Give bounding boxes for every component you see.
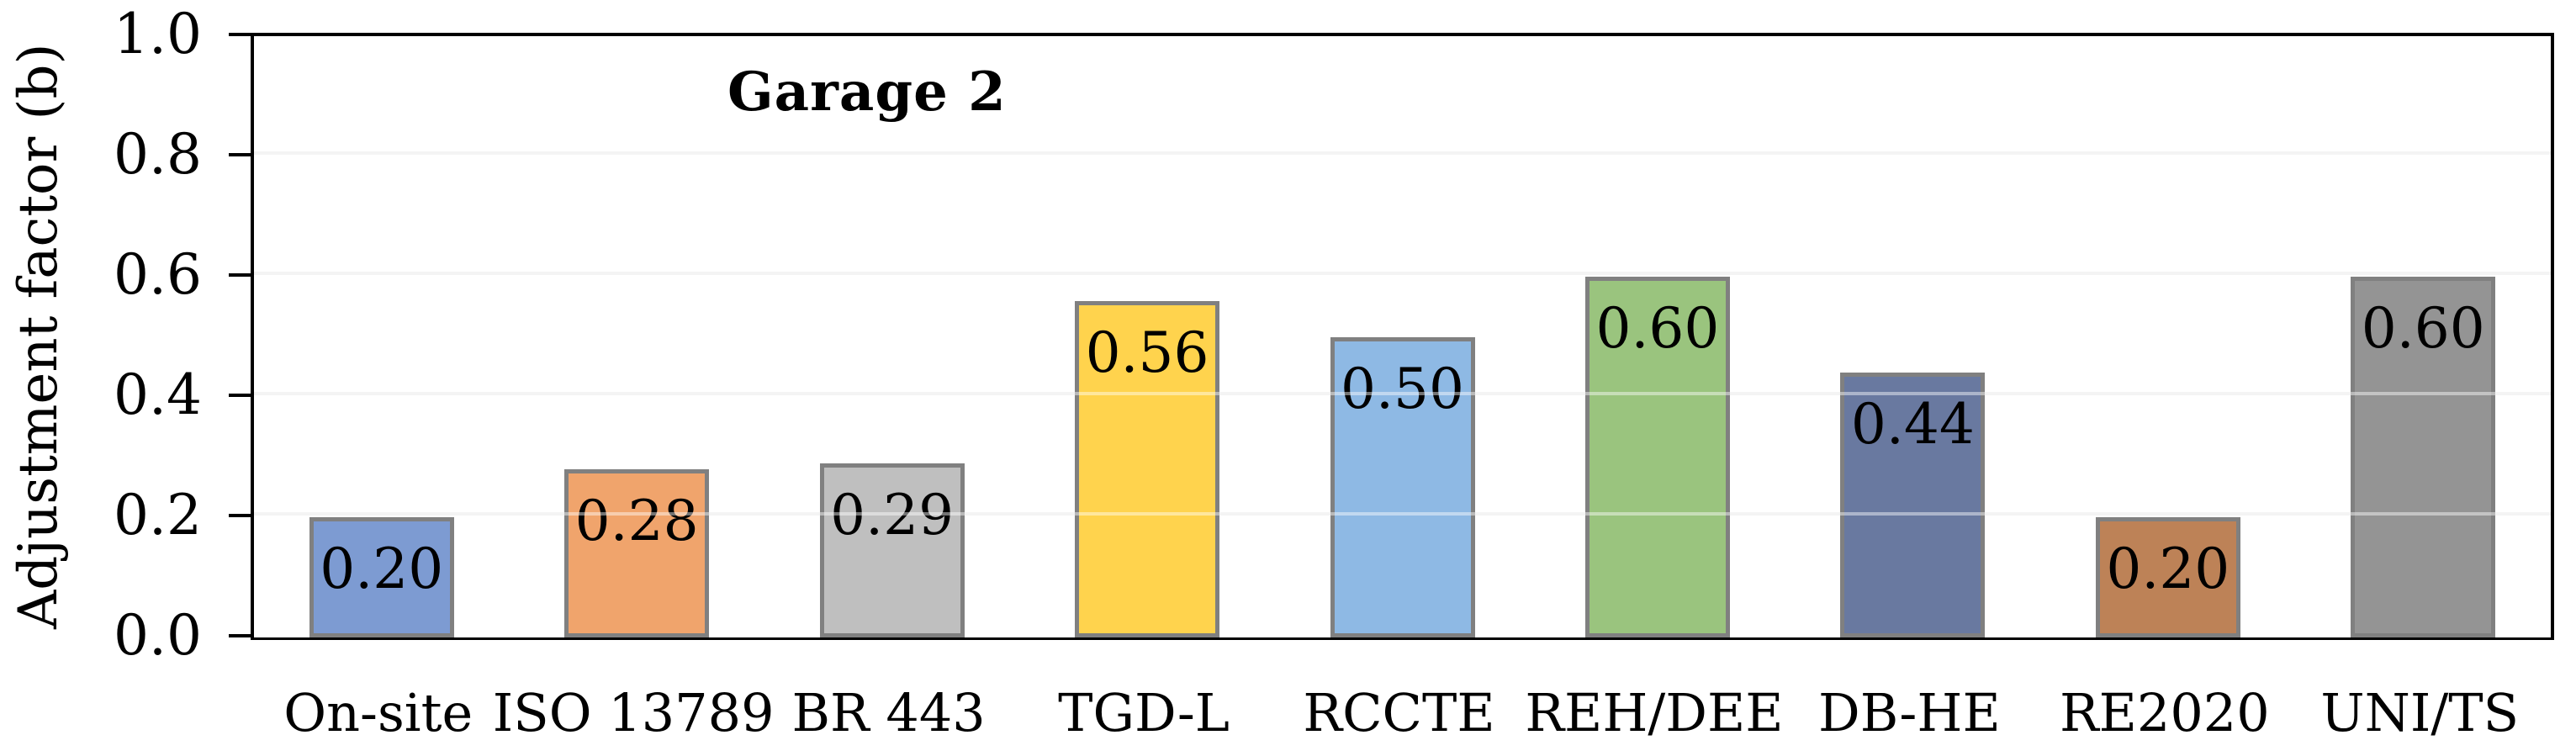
y-tick-mark — [229, 514, 252, 517]
bar-br-443: 0.29 — [819, 463, 965, 637]
y-tick-label: 0.8 — [114, 122, 202, 187]
bar-tgd-l: 0.56 — [1075, 300, 1220, 637]
bar-db-he: 0.44 — [1840, 373, 1986, 637]
x-category-label-db-he: DB-HE — [1818, 682, 2001, 743]
gridline — [254, 151, 2551, 155]
bar-rccte: 0.50 — [1330, 336, 1475, 637]
y-tick-mark — [229, 394, 252, 397]
x-category-label-iso-13789: ISO 13789 — [492, 682, 775, 743]
x-category-label-reh-dee: REH/DEE — [1525, 682, 1784, 743]
bar-re2020: 0.20 — [2095, 517, 2240, 637]
bar-value-label: 0.28 — [574, 488, 699, 553]
bar-value-label: 0.20 — [320, 537, 444, 601]
x-category-label-br-443: BR 443 — [791, 682, 986, 743]
bar-iso-13789: 0.28 — [564, 468, 710, 637]
x-category-label-uni-ts: UNI/TS — [2320, 682, 2520, 743]
x-category-label-re2020: RE2020 — [2059, 682, 2270, 743]
y-tick-label: 0.0 — [114, 603, 202, 668]
y-tick-mark — [229, 273, 252, 277]
bar-value-label: 0.50 — [1341, 356, 1464, 421]
gridline-overlay — [254, 512, 2551, 516]
chart-title: Garage 2 — [727, 61, 1007, 124]
y-tick-label: 0.4 — [114, 362, 202, 427]
y-tick-mark — [229, 153, 252, 156]
gridline — [254, 272, 2551, 275]
plot-area: 0.20 0.28 0.29 0.56 0.50 0.60 0.44 0.20 0.60 — [251, 33, 2554, 640]
y-tick-mark — [229, 33, 252, 36]
y-tick-label: 0.2 — [114, 483, 202, 547]
bar-value-label: 0.60 — [2361, 296, 2485, 361]
bar-value-label: 0.29 — [830, 482, 955, 547]
bar-value-label: 0.56 — [1085, 320, 1209, 385]
x-category-label-rccte: RCCTE — [1303, 682, 1495, 743]
x-category-label-on-site: On-site — [283, 682, 473, 743]
x-category-label-tgd-l: TGD-L — [1058, 682, 1230, 743]
bar-uni-ts: 0.60 — [2351, 277, 2496, 637]
bar-value-label: 0.60 — [1595, 296, 1720, 361]
y-tick-label: 1.0 — [114, 2, 202, 66]
gridline-overlay — [254, 272, 2551, 275]
y-tick-label: 0.6 — [114, 242, 202, 307]
bar-value-label: 0.20 — [2106, 537, 2230, 601]
bar-reh-dee: 0.60 — [1584, 277, 1730, 637]
y-tick-mark — [229, 634, 252, 637]
bar-on-site: 0.20 — [309, 517, 454, 637]
gridline-overlay — [254, 392, 2551, 395]
gridline-overlay — [254, 151, 2551, 155]
bar-value-label: 0.44 — [1850, 392, 1975, 457]
